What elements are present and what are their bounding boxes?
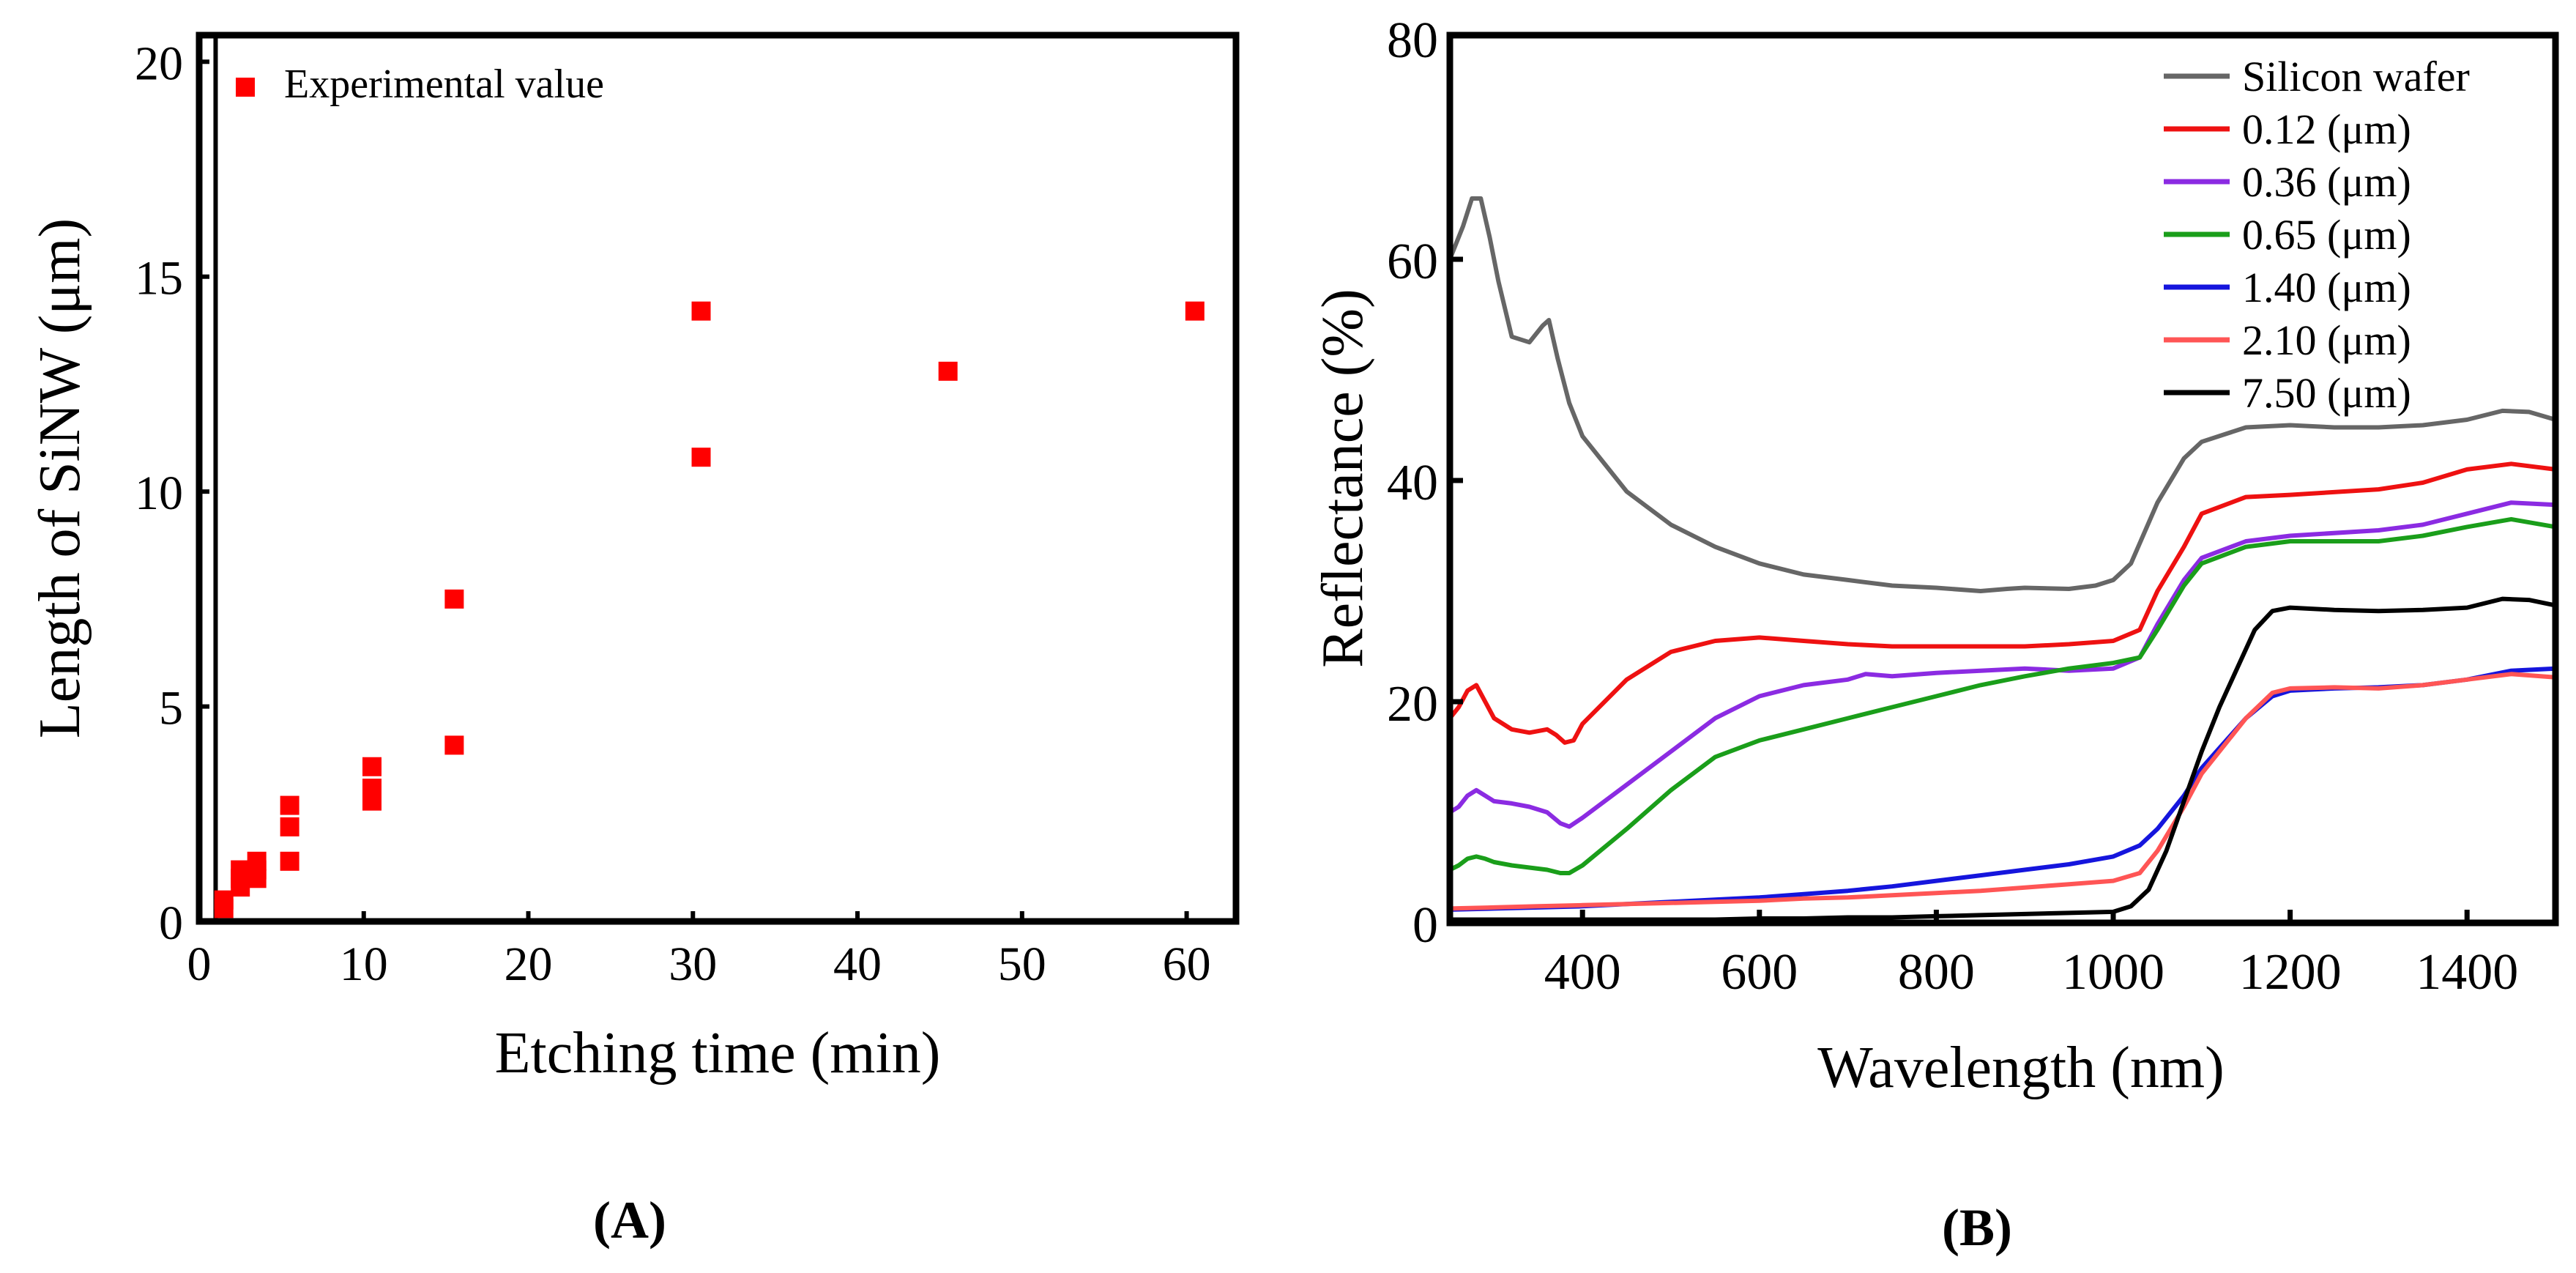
panel-a-x-tick-label: 40: [833, 938, 882, 991]
panel-b-x-tick-label: 1400: [2416, 944, 2518, 1001]
panel-b-x-axis-label: Wavelength (nm): [1817, 1036, 2225, 1100]
panel-a-data-point: [231, 860, 250, 880]
panel-a-data-point: [214, 890, 234, 910]
panel-a-x-tick-label: 20: [505, 938, 553, 991]
panel-b-y-tick-label: 60: [1387, 234, 1438, 290]
panel-a-data-point: [691, 301, 711, 321]
panel-b-x-tick-label: 800: [1898, 944, 1975, 1001]
panel-b-legend-label: 0.36 (μm): [2242, 158, 2411, 206]
panel-a-data-point: [280, 851, 299, 871]
panel-a-y-tick-label: 0: [159, 897, 183, 950]
panel-b-series-line: [1448, 461, 2558, 745]
panel-b-x-tick-label: 400: [1544, 944, 1621, 1001]
panel-a-x-tick-label: 60: [1163, 938, 1211, 991]
panel-a-legend: Experimental value: [236, 62, 604, 107]
panel-b-label: (B): [1942, 1198, 2012, 1257]
panel-a-data-point: [1185, 301, 1205, 321]
panel-a-x-axis-label: Etching time (min): [495, 1021, 941, 1085]
panel-b-series-line: [1448, 500, 2558, 829]
panel-a-data-point: [280, 795, 299, 815]
panel-a-y-tick-label: 5: [159, 682, 183, 735]
panel-a-data-point: [938, 361, 958, 381]
panel-b-legend-label: 0.65 (μm): [2242, 211, 2411, 259]
panel-a-x-tick-label: 0: [187, 938, 212, 991]
panel-b-legend-label: Silicon wafer: [2242, 53, 2470, 100]
panel-b-y-tick-label: 80: [1387, 12, 1438, 69]
panel-a-data-point: [247, 851, 267, 871]
panel-b-series-line: [1448, 516, 2558, 875]
panel-a-y-tick-label: 20: [135, 37, 183, 90]
panel-b-x-tick-label: 1200: [2239, 944, 2342, 1001]
panel-a-data-point: [362, 779, 381, 798]
panel-a-axis-ticks: 0 10 20 30 40 50 60 0 5 10 15 20: [135, 37, 1211, 991]
panel-b-y-axis-label: Reflectance (%): [1311, 289, 1375, 667]
panel-b-y-tick-label: 20: [1387, 676, 1438, 732]
panel-a-data-point: [280, 817, 299, 836]
panel-b-legend-label: 0.12 (μm): [2242, 105, 2411, 153]
panel-b-legend-label: 1.40 (μm): [2242, 264, 2411, 311]
panel-a-data-point: [691, 448, 711, 467]
panel-a-y-tick-label: 10: [135, 467, 183, 520]
panel-b-x-tick-label: 1000: [2062, 944, 2164, 1001]
panel-a-data-points: [214, 301, 1205, 918]
panel-a-data-point: [362, 757, 381, 776]
panel-b-legend: Silicon wafer 0.12 (μm) 0.36 (μm) 0.65 (μm)…: [2164, 53, 2470, 417]
panel-a-x-tick-label: 50: [998, 938, 1046, 991]
panel-a-y-tick-label: 15: [135, 252, 183, 305]
panel-b-y-tick-label: 40: [1387, 455, 1438, 511]
panel-a-plot-frame: [196, 31, 1240, 925]
panel-a-data-point: [444, 735, 464, 755]
panel-b-x-tick-label: 600: [1721, 944, 1798, 1001]
legend-marker-experimental: [236, 78, 255, 97]
panel-a-data-point: [444, 589, 464, 609]
panel-b-y-tick-label: 0: [1412, 897, 1438, 954]
panel-b-legend-label: 7.50 (μm): [2242, 369, 2411, 417]
panel-a-label: (A): [593, 1191, 666, 1250]
panel-a-x-tick-label: 30: [669, 938, 717, 991]
panel-b-series-line: [1448, 196, 2558, 593]
panel-a-scatter-chart: 0 10 20 30 40 50 60 0 5 10 15 20 Experimental value…: [28, 31, 1240, 1250]
panel-b-line-chart: 400 600 800 1000 1200 1400 0 20 40 60 80 Silicon w…: [1311, 12, 2559, 1257]
panel-b-axis-ticks: 400 600 800 1000 1200 1400 0 20 40 60 80: [1387, 12, 2518, 1001]
panel-b-legend-label: 2.10 (μm): [2242, 316, 2411, 364]
panel-a-y-axis-label: Length of SiNW (μm): [28, 218, 92, 738]
legend-label-experimental: Experimental value: [284, 62, 604, 107]
panel-b-series-line: [1448, 672, 2558, 911]
panel-a-x-tick-label: 10: [340, 938, 388, 991]
